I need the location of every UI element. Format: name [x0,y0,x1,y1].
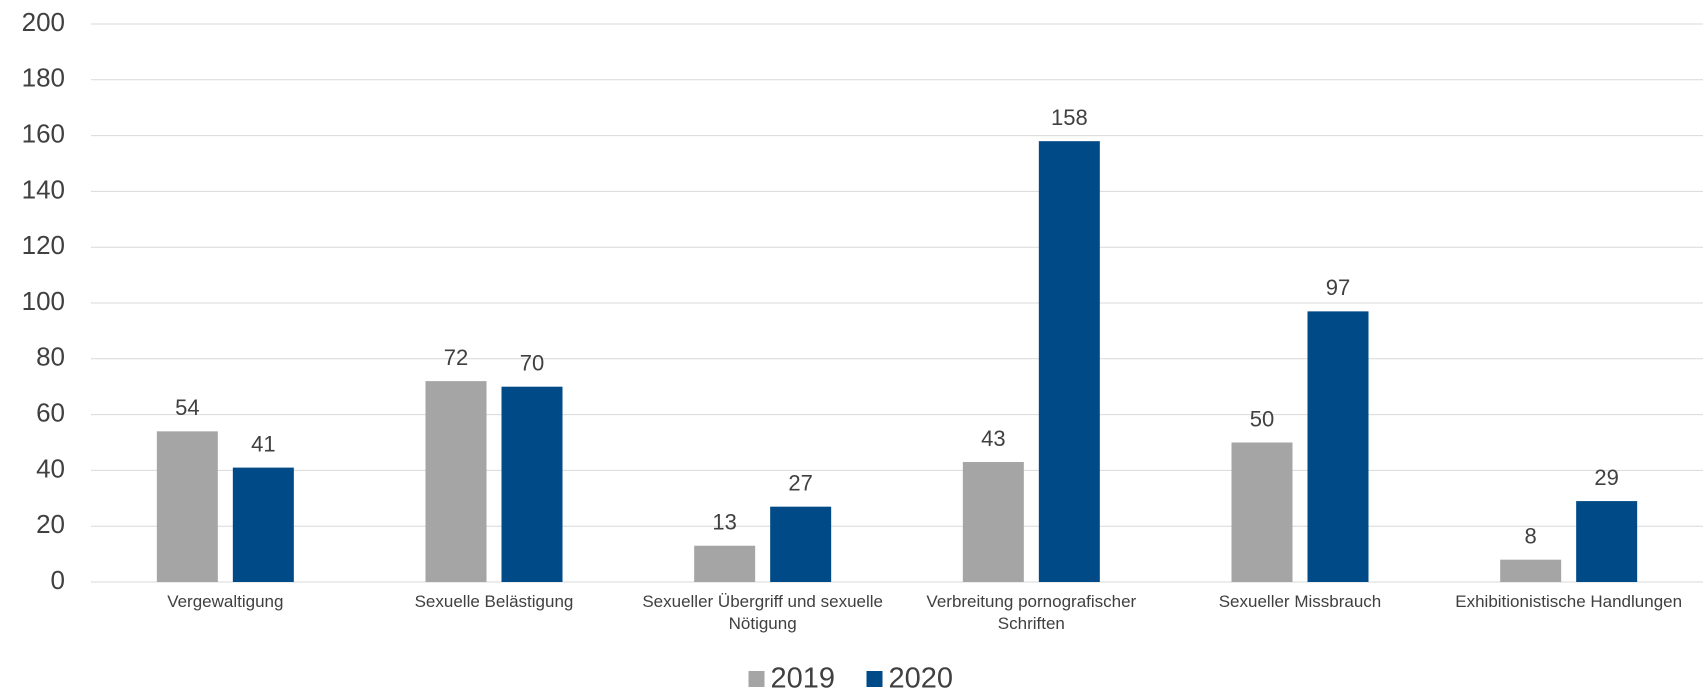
y-tick-label: 120 [22,230,65,260]
y-tick-label: 60 [36,397,65,427]
x-tick-label: Vergewaltigung [167,592,284,611]
y-tick-label: 160 [22,118,65,148]
bar [1576,501,1638,582]
data-label: 158 [1051,105,1088,130]
x-tick-label: Sexueller Missbrauch [1218,592,1382,611]
bar [1038,141,1100,582]
data-label: 27 [788,470,812,495]
bar [1231,442,1293,582]
x-tick-label: Sexuelle Belästigung [414,592,574,611]
bar [770,506,832,582]
bar [1500,559,1562,582]
y-tick-label: 200 [22,7,65,37]
y-tick-label: 20 [36,509,65,539]
legend-label: 2020 [889,663,954,690]
data-label: 13 [712,510,736,535]
data-label: 97 [1326,275,1350,300]
legend-swatch [866,671,883,687]
y-tick-label: 100 [22,286,65,316]
bar [1307,311,1369,582]
data-label: 72 [444,345,468,370]
data-label: 8 [1525,523,1537,548]
bar [156,431,218,582]
data-label: 54 [175,395,199,420]
x-tick-label: Exhibitionistische Handlungen [1455,592,1683,611]
data-label: 50 [1250,406,1274,431]
legend-swatch [748,671,765,687]
x-tick-label: Sexueller Übergriff und sexuelle Nötigun… [642,592,883,633]
x-tick-label: Verbreitung pornografischer Schriften [926,592,1137,633]
bar [425,381,487,582]
data-label: 70 [520,351,544,376]
data-label: 43 [981,426,1005,451]
data-label: 41 [251,431,275,456]
bar [501,386,563,582]
legend-label: 2019 [771,663,836,690]
y-tick-label: 40 [36,453,65,483]
data-label: 29 [1594,465,1618,490]
y-tick-label: 80 [36,342,65,372]
bar [232,467,294,582]
bar [962,462,1024,582]
bar [694,545,756,582]
y-tick-label: 140 [22,174,65,204]
y-tick-label: 0 [51,565,65,595]
y-tick-label: 180 [22,63,65,93]
